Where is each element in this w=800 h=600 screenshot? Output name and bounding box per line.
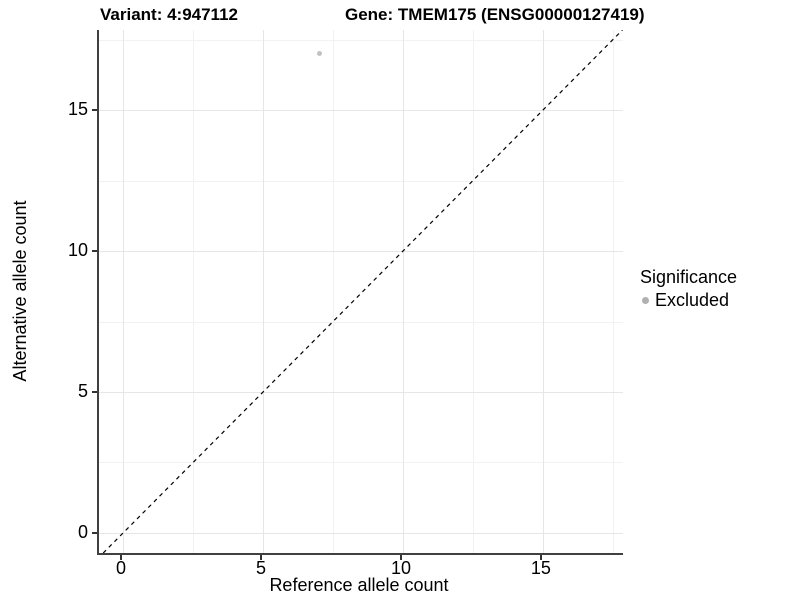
plot-panel bbox=[97, 30, 623, 555]
legend-items: Excluded bbox=[640, 289, 737, 311]
x-major-gridline bbox=[402, 30, 404, 553]
y-tick-label: 15 bbox=[67, 99, 88, 120]
x-tick-mark bbox=[539, 555, 542, 560]
y-major-gridline bbox=[99, 110, 623, 112]
plot-title-gene: Gene: TMEM175 (ENSG00000127419) bbox=[345, 5, 645, 24]
y-tick-mark bbox=[92, 250, 97, 253]
y-minor-gridline bbox=[99, 39, 623, 41]
y-tick-mark bbox=[92, 531, 97, 534]
y-major-gridline bbox=[99, 392, 623, 393]
y-tick-label: 5 bbox=[77, 381, 88, 401]
legend: Significance Excluded bbox=[640, 266, 737, 311]
legend-item: Excluded bbox=[640, 289, 737, 311]
legend-point-swatch bbox=[642, 296, 649, 304]
x-minor-gridline bbox=[472, 30, 474, 553]
identity-dashed-line bbox=[102, 30, 623, 553]
y-axis-title: Alternative allele count bbox=[10, 200, 30, 382]
y-minor-gridline bbox=[99, 462, 623, 464]
data-point bbox=[316, 51, 322, 57]
legend-title: Significance bbox=[640, 267, 738, 287]
x-major-gridline bbox=[123, 30, 125, 553]
x-tick-mark bbox=[399, 555, 402, 560]
y-minor-gridline bbox=[99, 180, 623, 182]
x-tick-mark bbox=[260, 555, 263, 560]
y-major-gridline bbox=[99, 251, 623, 253]
x-tick-label: 0 bbox=[116, 558, 127, 578]
x-axis-title: Reference allele count bbox=[269, 575, 449, 595]
x-minor-gridline bbox=[333, 30, 334, 553]
x-tick-label: 10 bbox=[390, 558, 411, 578]
x-major-gridline bbox=[542, 30, 544, 553]
x-tick-mark bbox=[120, 555, 123, 560]
y-minor-gridline bbox=[99, 321, 623, 323]
y-major-gridline bbox=[99, 532, 623, 534]
x-tick-label: 5 bbox=[256, 558, 267, 578]
x-major-gridline bbox=[263, 30, 265, 553]
y-tick-mark bbox=[92, 109, 97, 112]
y-tick-mark bbox=[92, 391, 97, 393]
plot-title-variant: Variant: 4:947112 bbox=[100, 5, 238, 24]
x-minor-gridline bbox=[612, 30, 614, 553]
y-tick-label: 0 bbox=[77, 521, 88, 542]
x-minor-gridline bbox=[193, 30, 195, 553]
x-tick-label: 15 bbox=[530, 558, 551, 578]
y-tick-label: 10 bbox=[67, 240, 88, 261]
legend-entry-label: Excluded bbox=[655, 290, 730, 310]
